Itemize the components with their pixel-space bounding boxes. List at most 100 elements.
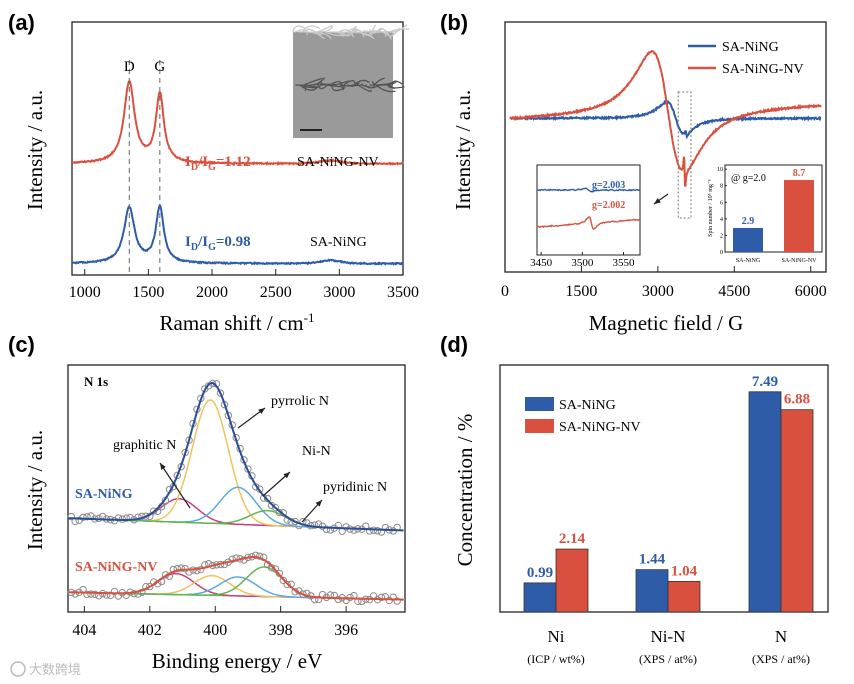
data-point	[263, 494, 272, 503]
sample-label: SA-NiNG	[75, 487, 133, 502]
inset-y-tick-label: 8	[720, 184, 723, 190]
x-tick-label: 1500	[565, 283, 597, 300]
data-point	[393, 597, 401, 605]
bar-sa-ning-nv	[667, 581, 701, 613]
bar-sa-ning	[635, 569, 669, 613]
inset-bar-title: @ g=2.0	[731, 173, 766, 184]
ratio-part: G	[208, 162, 216, 173]
plot-frame-c	[67, 364, 406, 613]
inset-x-tick-label: 3450	[530, 257, 553, 269]
data-point	[381, 523, 390, 532]
x-tick-label: 3000	[323, 284, 355, 301]
bar-value-label: 1.44	[639, 552, 666, 568]
legend-label: SA-NiNG-NV	[722, 62, 804, 77]
data-point	[181, 564, 189, 573]
category-label: Ni-N	[651, 627, 686, 646]
pyridinic-arrow-head	[315, 500, 322, 507]
panel-label-d: (d)	[440, 332, 468, 357]
inset-y-tick-label: 4	[720, 217, 723, 223]
inset-bar-ylabel: Spin number / 10⁵ mg⁻¹	[708, 179, 714, 237]
ni-n-arrow-head	[283, 472, 290, 479]
data-point	[110, 587, 119, 596]
data-point	[142, 512, 150, 520]
panel-label-c: (c)	[8, 332, 35, 357]
sample-label: SA-NiNG-NV	[75, 560, 157, 575]
x-tick-label: 4500	[718, 283, 750, 300]
x-axis-label: Magnetic field / G	[589, 311, 744, 335]
data-point	[146, 582, 154, 591]
data-point	[204, 382, 213, 390]
watermark-logo-icon	[10, 661, 26, 677]
envelope-fit-line	[67, 556, 404, 601]
data-point	[134, 513, 142, 521]
inset-g-label: g=2.002	[592, 200, 625, 211]
x-tick-label: 3500	[387, 284, 419, 301]
x-tick-label: 400	[203, 622, 227, 639]
raman-line-sa-ning-nv	[71, 79, 404, 166]
data-point	[283, 580, 291, 589]
spectrum-title: N 1s	[84, 374, 108, 389]
data-point	[279, 576, 287, 585]
inset-bar	[733, 227, 763, 252]
data-point	[79, 513, 87, 521]
data-point	[193, 566, 201, 575]
inset-bar-value: 8.7	[793, 168, 806, 179]
ratio-part: /I	[197, 154, 208, 170]
data-point	[228, 555, 236, 564]
inset-spectrum-frame	[536, 164, 641, 256]
data-point	[365, 527, 374, 535]
data-point	[275, 569, 284, 577]
x-tick-label: 404	[72, 622, 96, 639]
data-point	[373, 527, 382, 535]
bar-sa-ning-nv	[555, 548, 589, 613]
ratio-part: /I	[197, 234, 208, 250]
category-sublabel: (XPS / at%)	[752, 652, 810, 666]
envelope-fit-line	[67, 381, 404, 532]
inset-bar	[784, 179, 814, 252]
inset-line-red	[536, 216, 641, 230]
inset-bar-value: 2.9	[742, 216, 755, 227]
category-sublabel: (XPS / at%)	[639, 652, 697, 666]
data-point	[252, 551, 260, 559]
data-point	[267, 501, 276, 510]
epr-line-sa-ning-nv	[509, 50, 822, 187]
bar-value-label: 0.99	[527, 565, 553, 581]
data-point	[173, 564, 181, 573]
data-point	[83, 590, 91, 599]
component-label: pyrrolic N	[271, 394, 329, 409]
component-pyrrolic-n	[67, 399, 404, 532]
bar-value-label: 2.14	[559, 531, 586, 547]
data-point	[271, 503, 280, 512]
watermark-text: 大数跨境	[29, 663, 81, 678]
x-axis-label-text: Raman shift / cm	[160, 311, 304, 335]
data-point	[314, 595, 323, 604]
x-tick-label: 398	[269, 622, 293, 639]
pyrrolic-arrow-head	[258, 408, 265, 415]
tem-inset-image	[292, 24, 410, 138]
bar-value-label: 7.49	[752, 374, 778, 390]
raman-line-sa-ning	[71, 203, 404, 266]
legend-label: SA-NiNG	[722, 40, 779, 55]
data-point	[122, 514, 130, 522]
data-point	[173, 471, 181, 480]
ratio-label: ID/IG=0.98	[185, 234, 251, 253]
legend-swatch	[525, 419, 554, 433]
x-tick-label: 6000	[795, 283, 827, 300]
bar-value-label: 1.04	[671, 563, 698, 579]
data-point	[177, 564, 185, 572]
x-tick-label: 0	[501, 283, 509, 300]
inset-y-tick-label: 10	[717, 167, 723, 173]
inset-line-blue	[536, 187, 641, 193]
data-point	[150, 507, 158, 515]
bar-sa-ning	[523, 582, 557, 613]
inset-g-label: g=2.003	[592, 180, 625, 191]
data-point	[114, 514, 123, 522]
data-point	[91, 590, 99, 599]
plot-frame-a	[71, 21, 404, 276]
graphitic-arrow	[159, 462, 191, 509]
data-point	[322, 525, 331, 534]
x-tick-label: 402	[138, 622, 162, 639]
ratio-part: =0.98	[216, 234, 251, 250]
category-sublabel: (ICP / wt%)	[527, 652, 585, 666]
peak-label: G	[154, 59, 165, 75]
